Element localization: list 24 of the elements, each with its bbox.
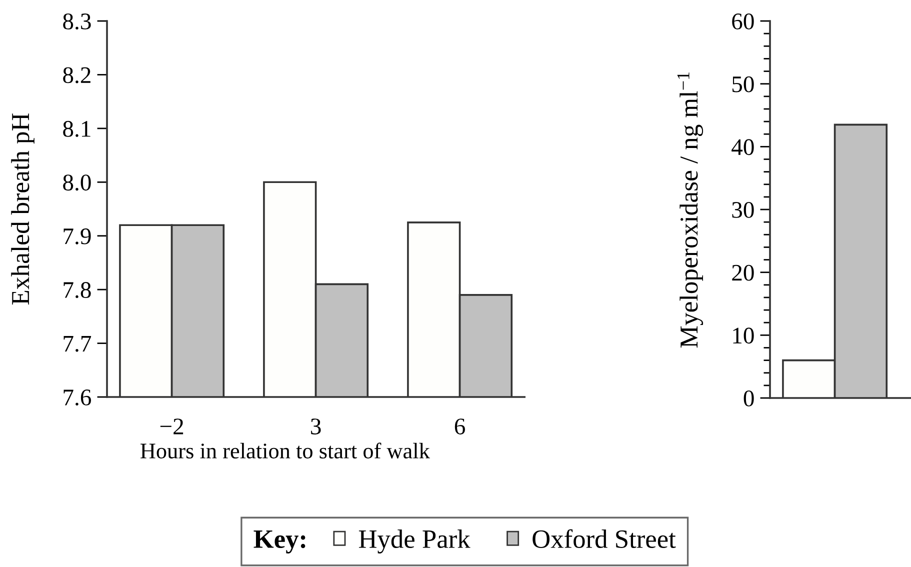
y-tick-label: 8.3 [63,13,91,30]
y-tick-label: 7.7 [64,336,92,352]
y-tick-label: 8.0 [63,174,91,191]
y-tick-label: 20 [732,264,754,281]
legend-label: Oxford Street [532,529,676,548]
y-tick-label: 7.9 [64,228,91,244]
y-tick-label: 60 [732,13,754,30]
y-tick-label: 8.1 [63,120,90,137]
y-tick-label: 0 [744,390,754,406]
x-tick-label: 6 [454,418,465,434]
y-tick-label: 50 [732,76,754,92]
y-tick-label: 7.8 [64,282,91,298]
y-tick-label: 8.2 [63,67,90,84]
y-tick-label: 7.6 [64,390,92,406]
x-tick-label: 3 [311,418,321,434]
x-axis-title: Hours in relation to start of walk [140,442,430,459]
legend-title: Key: [254,530,306,554]
y-axis-title: Exhaled breath pH [11,113,34,305]
y-tick-label: 30 [732,202,754,218]
legend-label: Hyde Park [358,529,470,554]
y-axis-title: Myeloperoxidase / ng ml$^{−1}$ [677,72,704,348]
y-tick-label: 10 [733,328,754,344]
y-tick-label: 40 [732,139,754,156]
x-tick-label: −2 [160,418,184,434]
